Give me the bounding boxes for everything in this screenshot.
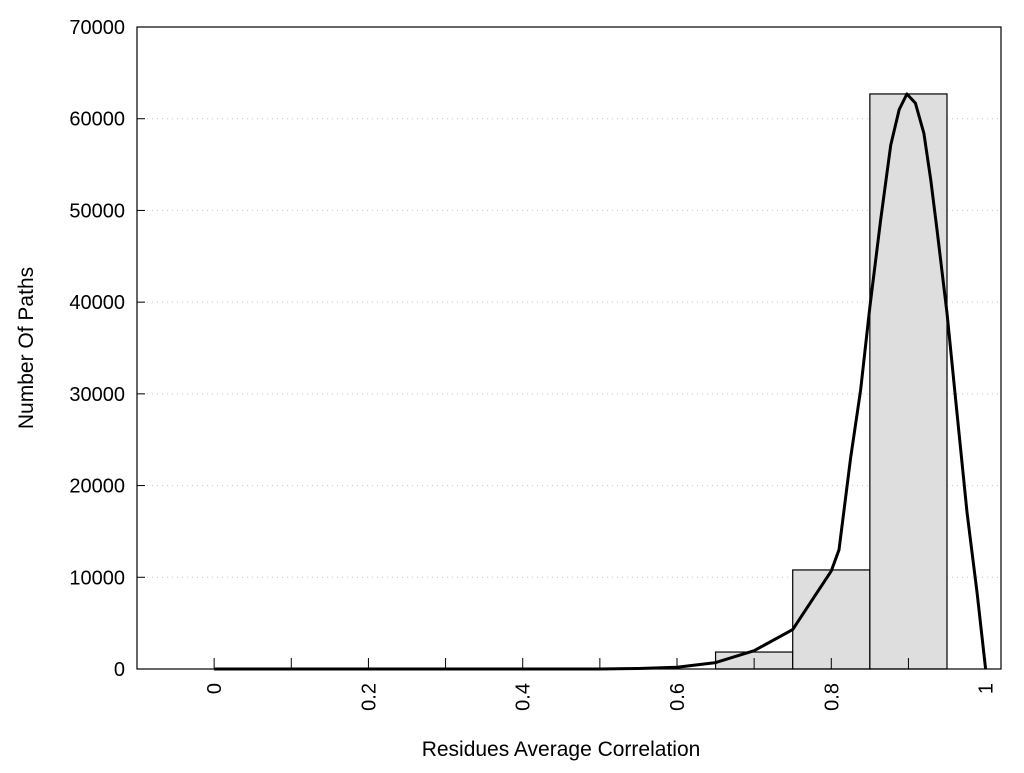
bars <box>714 93 948 670</box>
y-tick-label: 40000 <box>69 292 125 314</box>
y-tick-label: 50000 <box>69 200 125 222</box>
histogram-bar <box>792 569 871 670</box>
x-axis-ticks: 0 0.2 0.4 0.6 0.8 1 <box>204 658 998 711</box>
y-tick-label: 20000 <box>69 476 125 498</box>
y-tick-label: 10000 <box>69 567 125 589</box>
x-tick-label: 0.4 <box>513 683 535 711</box>
x-axis-label: Residues Average Correlation <box>422 738 701 761</box>
y-tick-label: 60000 <box>69 109 125 131</box>
y-axis-label: Number Of Paths <box>15 267 38 429</box>
x-tick-label: 1 <box>976 683 998 694</box>
y-tick-label: 0 <box>114 659 125 681</box>
x-tick-label: 0.6 <box>667 683 689 711</box>
histogram-bar <box>869 93 948 670</box>
y-tick-label: 70000 <box>69 17 125 39</box>
x-tick-label: 0.2 <box>358 683 380 711</box>
y-tick-label: 30000 <box>69 384 125 406</box>
plot-frame <box>136 26 1002 670</box>
x-tick-label: 0.8 <box>821 683 843 711</box>
y-axis-ticks: 0 10000 20000 30000 40000 50000 60000 70000 <box>69 17 145 681</box>
x-tick-label: 0 <box>204 683 226 694</box>
